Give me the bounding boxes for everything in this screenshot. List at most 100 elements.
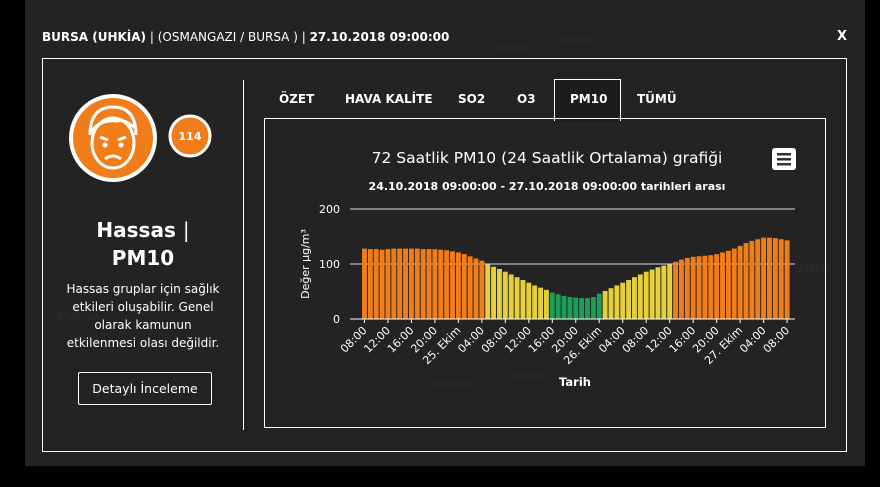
active-tab-box bbox=[554, 79, 621, 121]
bar bbox=[596, 293, 602, 319]
header: BURSA (UHKİA) | (OSMANGAZI / BURSA ) | 2… bbox=[42, 30, 449, 44]
bar bbox=[385, 249, 391, 319]
menu-icon[interactable] bbox=[772, 148, 796, 170]
x-tick-label: 08:00 bbox=[761, 324, 793, 356]
close-button[interactable]: X bbox=[837, 29, 848, 44]
bar bbox=[655, 267, 661, 319]
bar bbox=[714, 254, 720, 319]
bar bbox=[467, 256, 473, 319]
bar bbox=[778, 239, 784, 319]
bar bbox=[755, 239, 761, 319]
bar bbox=[538, 287, 543, 319]
bar bbox=[620, 282, 626, 319]
bar bbox=[414, 248, 420, 319]
y-axis-title: Değer µg/m³ bbox=[299, 229, 312, 299]
bar bbox=[514, 277, 520, 319]
bar bbox=[373, 249, 379, 319]
bar bbox=[661, 265, 667, 319]
bar bbox=[673, 261, 679, 319]
level: Hassas bbox=[96, 218, 176, 242]
bar bbox=[678, 259, 684, 319]
bar bbox=[585, 298, 590, 319]
bar bbox=[632, 277, 637, 319]
chart-subtitle: 24.10.2018 09:00:00 - 27.10.2018 09:00:0… bbox=[369, 180, 726, 193]
y-tick-label: 100 bbox=[319, 258, 340, 271]
bar bbox=[543, 289, 549, 319]
tab[interactable]: O3 bbox=[517, 92, 536, 106]
bar bbox=[426, 249, 432, 319]
bar bbox=[403, 248, 408, 319]
tab[interactable]: TÜMÜ bbox=[637, 92, 677, 106]
divider bbox=[243, 80, 244, 430]
bar bbox=[590, 297, 596, 319]
bar bbox=[444, 250, 450, 319]
bar bbox=[731, 248, 737, 319]
bar bbox=[497, 268, 502, 319]
bar bbox=[767, 237, 772, 319]
bar bbox=[643, 271, 649, 319]
bar bbox=[450, 251, 455, 319]
bar bbox=[614, 285, 620, 319]
x-axis-title: Tarih bbox=[559, 375, 591, 389]
bar bbox=[532, 285, 538, 319]
bar bbox=[561, 295, 567, 319]
details-button[interactable]: Detaylı İnceleme bbox=[78, 372, 212, 405]
bar bbox=[455, 252, 461, 319]
bar bbox=[461, 254, 467, 319]
pollutant: PM10 bbox=[111, 246, 175, 270]
bar bbox=[397, 248, 403, 319]
bar bbox=[508, 274, 514, 319]
bar bbox=[473, 258, 479, 319]
separator: | bbox=[182, 218, 190, 242]
bar bbox=[479, 260, 485, 319]
bar bbox=[362, 248, 367, 319]
bar bbox=[725, 250, 731, 319]
bar bbox=[772, 238, 778, 319]
datetime: 27.10.2018 09:00:00 bbox=[309, 30, 450, 44]
bar bbox=[702, 255, 708, 319]
tab[interactable]: SO2 bbox=[458, 92, 486, 106]
bar bbox=[720, 252, 725, 319]
bar bbox=[367, 249, 373, 319]
bar bbox=[379, 249, 385, 319]
location: (OSMANGAZI / BURSA ) bbox=[157, 30, 298, 44]
separator: | bbox=[301, 30, 306, 44]
status-level: Hassas | PM10 bbox=[43, 216, 243, 272]
tab-active[interactable]: PM10 bbox=[570, 92, 608, 106]
bar bbox=[667, 264, 673, 319]
aqi-icon: 114 bbox=[69, 94, 212, 182]
bar bbox=[432, 249, 438, 319]
bar bbox=[684, 257, 690, 319]
bar bbox=[626, 279, 632, 319]
bar bbox=[708, 255, 714, 319]
bar bbox=[520, 279, 526, 319]
tab[interactable]: HAVA KALİTE bbox=[345, 92, 433, 106]
bar bbox=[485, 264, 491, 319]
aqi-value: 114 bbox=[179, 130, 202, 143]
bar bbox=[608, 288, 614, 319]
status-description: Hassas gruplar için sağlık etkileri oluş… bbox=[66, 282, 220, 350]
bar bbox=[637, 274, 643, 319]
bar bbox=[761, 237, 767, 319]
bar bbox=[690, 256, 696, 319]
bar bbox=[555, 294, 561, 319]
tab[interactable]: ÖZET bbox=[279, 92, 315, 106]
bar bbox=[420, 249, 426, 319]
bar bbox=[408, 248, 414, 319]
separator: | bbox=[149, 30, 154, 44]
y-tick-label: 0 bbox=[333, 313, 340, 326]
bar bbox=[602, 290, 608, 319]
bar bbox=[567, 297, 573, 319]
bar bbox=[526, 282, 532, 319]
bar bbox=[502, 271, 508, 319]
bar bbox=[749, 240, 755, 319]
bar bbox=[784, 240, 790, 319]
bar bbox=[696, 256, 702, 319]
station: BURSA (UHKİA) bbox=[42, 30, 147, 44]
content-frame bbox=[42, 58, 847, 452]
y-tick-label: 200 bbox=[319, 203, 340, 216]
bar bbox=[579, 298, 585, 319]
bar bbox=[573, 297, 579, 319]
bar bbox=[649, 269, 655, 319]
